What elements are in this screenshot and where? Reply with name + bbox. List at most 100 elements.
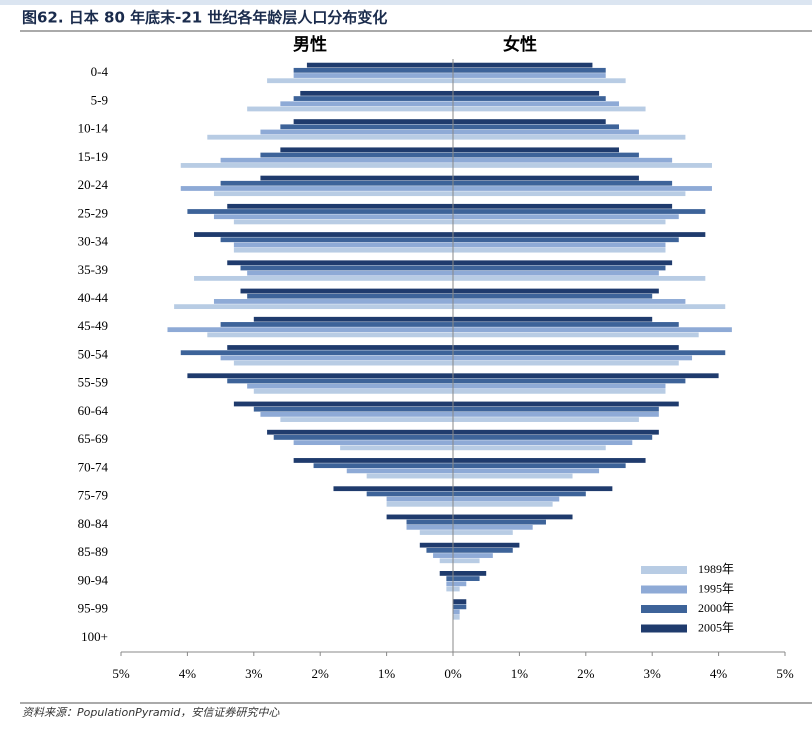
female-bar	[453, 214, 679, 220]
male-bar	[293, 96, 453, 101]
female-bar	[453, 406, 659, 412]
female-bar	[453, 345, 679, 350]
female-bar	[453, 445, 606, 451]
male-bar	[260, 411, 453, 417]
female-bar	[453, 581, 467, 587]
y-tick-label: 90-94	[78, 572, 109, 587]
female-bar	[453, 242, 666, 248]
male-bar	[213, 191, 453, 197]
male-bar	[340, 445, 453, 451]
male-bar	[280, 124, 453, 130]
legend-swatch	[641, 605, 687, 613]
male-bar	[280, 101, 453, 107]
male-bar	[439, 558, 453, 564]
male-bar	[220, 322, 453, 327]
female-bar	[453, 270, 659, 276]
female-bar	[453, 440, 633, 446]
x-tick-label: 2%	[577, 666, 595, 681]
male-bar	[273, 435, 453, 440]
male-bar	[300, 90, 453, 96]
female-bar	[453, 360, 679, 366]
female-bar	[453, 383, 666, 389]
female-bar	[453, 124, 619, 130]
female-bar	[453, 458, 646, 463]
legend-label: 2000年	[698, 601, 734, 615]
female-bar	[453, 514, 573, 520]
male-bar	[446, 576, 453, 582]
x-tick-label: 5%	[776, 666, 794, 681]
y-tick-label: 60-64	[78, 403, 109, 418]
female-header: 女性	[503, 34, 537, 55]
female-bar	[453, 576, 480, 582]
female-bar	[453, 491, 586, 497]
male-bar	[439, 571, 453, 576]
female-bar	[453, 558, 480, 564]
male-bar	[220, 180, 453, 186]
y-tick-label: 75-79	[78, 488, 108, 503]
x-tick-label: 1%	[378, 666, 396, 681]
female-bar	[453, 73, 606, 78]
male-bar	[419, 530, 453, 535]
male-bar	[346, 468, 453, 474]
male-bar	[180, 350, 453, 356]
female-bar	[453, 473, 573, 479]
female-bar	[453, 237, 679, 243]
male-bar	[220, 355, 453, 361]
y-tick-label: 65-69	[78, 431, 108, 446]
female-bar	[453, 547, 513, 553]
y-tick-label: 40-44	[78, 290, 109, 305]
male-bar	[240, 265, 453, 271]
female-bar	[453, 304, 726, 310]
female-bar	[453, 327, 732, 333]
male-bar	[180, 186, 453, 191]
y-tick-label: 45-49	[78, 318, 108, 333]
male-bar	[213, 299, 453, 304]
female-bar	[453, 247, 666, 253]
female-bar	[453, 299, 686, 304]
female-bar	[453, 429, 659, 435]
male-bar	[233, 219, 453, 225]
male-bar	[220, 237, 453, 243]
y-tick-label: 70-74	[78, 459, 109, 474]
female-bar	[453, 275, 706, 281]
female-bar	[453, 106, 646, 112]
female-bar	[453, 191, 686, 197]
female-bar	[453, 530, 513, 535]
male-bar	[293, 440, 453, 446]
female-bar	[453, 101, 619, 107]
male-bar	[333, 486, 453, 492]
legend-label: 1989年	[698, 562, 734, 576]
female-bar	[453, 260, 673, 266]
male-bar	[187, 373, 453, 379]
female-bar	[453, 232, 706, 237]
legend-swatch	[641, 585, 687, 594]
y-tick-label: 80-84	[78, 516, 109, 531]
male-bar	[247, 106, 453, 112]
y-tick-label: 0-4	[91, 64, 109, 79]
source: 资料来源：PopulationPyramid，安信证券研究中心	[22, 706, 280, 719]
male-bar	[194, 232, 454, 237]
female-bar	[453, 96, 606, 101]
x-tick-label: 4%	[179, 666, 197, 681]
male-bar	[446, 586, 453, 592]
male-bar	[227, 378, 453, 384]
x-tick-label: 2%	[312, 666, 330, 681]
male-bar	[233, 242, 453, 248]
female-bar	[453, 163, 712, 168]
male-bar	[227, 203, 453, 209]
female-bar	[453, 147, 619, 153]
y-tick-label: 15-19	[78, 149, 108, 164]
male-bar	[293, 119, 453, 124]
male-bar	[227, 260, 453, 266]
male-bar	[213, 214, 453, 220]
female-bar	[453, 67, 606, 73]
female-bar	[453, 501, 553, 507]
male-bar	[386, 501, 453, 507]
x-tick-label: 0%	[444, 666, 462, 681]
female-bar	[453, 524, 533, 530]
male-header: 男性	[293, 34, 327, 55]
x-tick-label: 4%	[710, 666, 728, 681]
y-tick-label: 5-9	[91, 92, 108, 107]
male-bar	[433, 553, 453, 558]
